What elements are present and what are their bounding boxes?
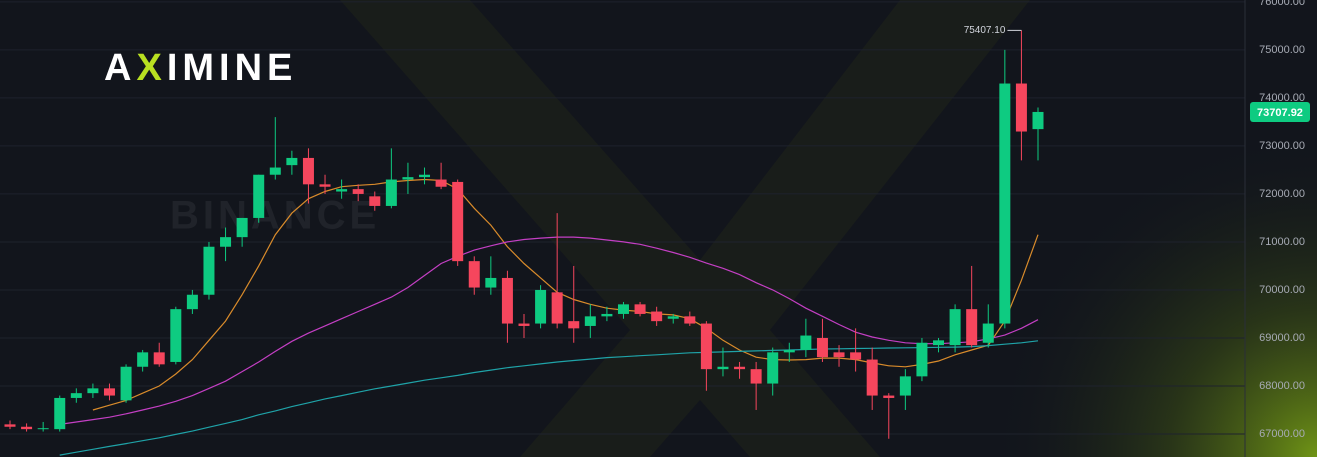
y-tick-label: 72000.00 xyxy=(1259,188,1305,200)
candle-body xyxy=(369,196,381,206)
candle-body xyxy=(800,335,812,350)
candle-body xyxy=(103,388,115,396)
candle-body xyxy=(584,316,596,326)
candle-body xyxy=(883,395,895,398)
candle-body xyxy=(816,337,828,358)
y-tick-label: 67000.00 xyxy=(1259,428,1305,440)
candle-body xyxy=(535,289,547,324)
candle-body xyxy=(236,217,248,238)
candle-body xyxy=(767,352,779,384)
candle-body xyxy=(402,177,414,180)
candle-body xyxy=(717,366,729,370)
candle-body xyxy=(452,181,464,262)
candles: 75407.10 xyxy=(4,25,1044,439)
candle-body xyxy=(700,323,712,370)
candle-body xyxy=(518,323,530,326)
y-tick-label: 73000.00 xyxy=(1259,140,1305,152)
candle-body xyxy=(833,352,845,358)
candle-body xyxy=(336,189,348,192)
candle-body xyxy=(684,316,696,324)
logo: AXIMINE xyxy=(104,47,297,89)
candle-body xyxy=(419,174,431,178)
candle-body xyxy=(999,83,1011,324)
candle-body xyxy=(170,309,182,362)
candle-body xyxy=(137,352,149,367)
candle-body xyxy=(435,179,447,187)
candle-body xyxy=(568,321,580,329)
candle-body xyxy=(750,369,762,384)
candle-body xyxy=(253,174,265,218)
candle-body xyxy=(468,261,480,288)
logo-part: A xyxy=(104,47,136,89)
candle-body xyxy=(966,309,978,346)
candle-body xyxy=(319,184,331,187)
candle-body xyxy=(1032,111,1044,130)
candle-body xyxy=(220,237,232,247)
candle-body xyxy=(186,294,198,310)
candle-body xyxy=(866,359,878,396)
y-tick-label: 71000.00 xyxy=(1259,236,1305,248)
last-price-label: 73707.92 xyxy=(1257,107,1303,119)
candle-body xyxy=(949,309,961,346)
candle-body xyxy=(385,179,397,206)
candle-body xyxy=(651,311,663,322)
candle-body xyxy=(916,342,928,377)
candle-body xyxy=(4,424,16,427)
watermark: BINANCE xyxy=(170,194,380,238)
y-tick-label: 69000.00 xyxy=(1259,332,1305,344)
candle-body xyxy=(783,349,795,353)
last-price-tag xyxy=(1250,101,1310,122)
candle-body xyxy=(70,393,82,398)
logo-part: IMINE xyxy=(167,47,298,89)
y-tick-label: 74000.00 xyxy=(1259,92,1305,104)
y-tick-label: 68000.00 xyxy=(1259,380,1305,392)
moving-average-line xyxy=(59,340,1039,456)
candle-body xyxy=(617,304,629,314)
y-tick-label: 76000.00 xyxy=(1259,0,1305,8)
candle-body xyxy=(485,277,497,288)
candle-body xyxy=(302,157,314,185)
candle-body xyxy=(634,304,646,314)
candle-body xyxy=(667,316,679,319)
logo-part: X xyxy=(136,47,166,89)
candle-body xyxy=(153,352,165,365)
candle-body xyxy=(269,167,281,175)
candle-body xyxy=(850,352,862,360)
candle-body xyxy=(87,388,99,394)
candle-body xyxy=(601,313,613,317)
candle-body xyxy=(899,376,911,396)
candle-body xyxy=(551,292,563,324)
candle-body xyxy=(120,366,132,401)
candle-body xyxy=(286,157,298,166)
candle-body xyxy=(501,277,513,324)
candle-body xyxy=(203,246,215,295)
candle-body xyxy=(21,426,33,430)
y-tick-label: 70000.00 xyxy=(1259,284,1305,296)
price-axis: 67000.00 68000.00 69000.00 70000.00 71000.00… xyxy=(1244,0,1310,457)
y-tick-label: 75000.00 xyxy=(1259,44,1305,56)
moving-average-line xyxy=(59,236,1039,425)
high-label: 75407.10 xyxy=(964,25,1006,36)
candle-body xyxy=(734,366,746,370)
candle-body xyxy=(37,428,49,430)
candle-body xyxy=(54,397,66,430)
moving-averages xyxy=(59,178,1039,456)
candle-body xyxy=(1015,83,1027,132)
candle-body xyxy=(982,323,994,343)
candle-body xyxy=(933,340,945,346)
candle-body xyxy=(352,189,364,194)
moving-average-line xyxy=(92,178,1039,411)
